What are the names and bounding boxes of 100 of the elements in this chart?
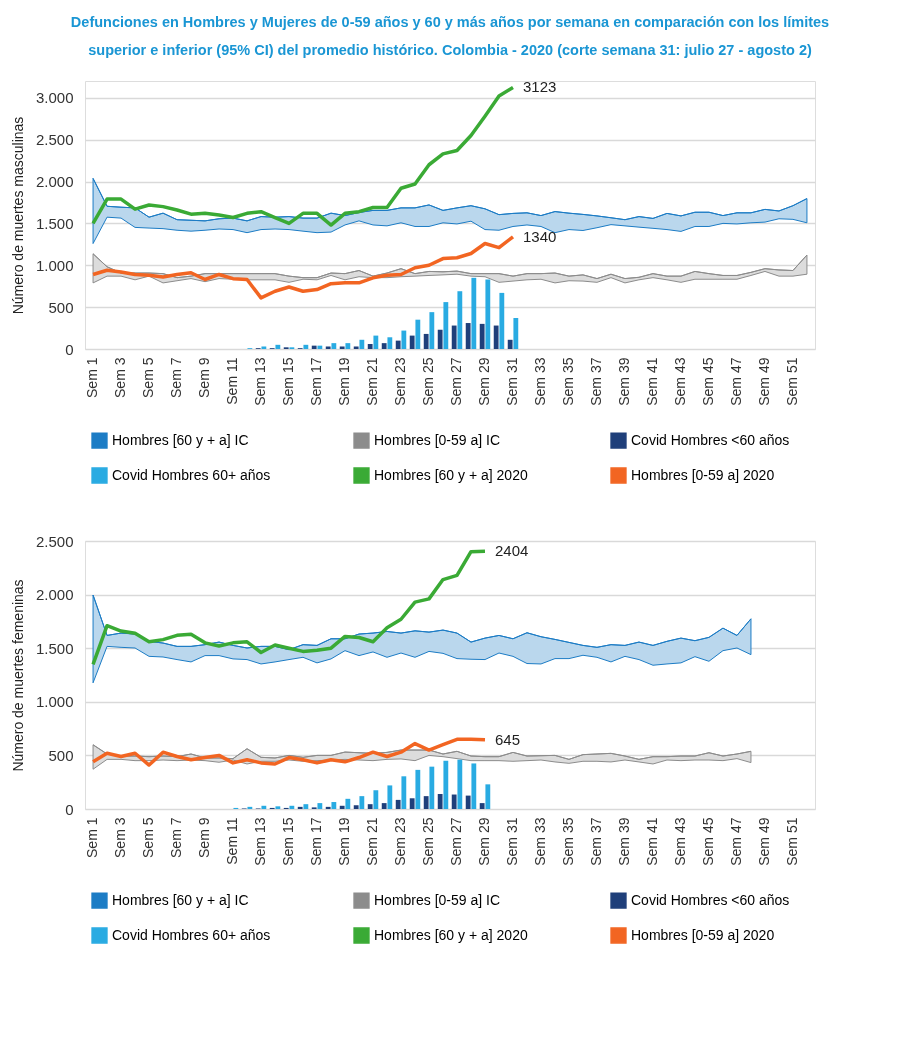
bar xyxy=(499,292,505,349)
x-tick-label: Sem 13 xyxy=(252,817,269,866)
x-tick-label: Sem 35 xyxy=(559,357,576,406)
y-axis-title: Número de muertes femeninas xyxy=(9,579,26,772)
x-tick-label: Sem 11 xyxy=(224,817,241,865)
x-tick-label: Sem 17 xyxy=(308,817,325,866)
bar xyxy=(353,346,359,349)
bar xyxy=(275,344,281,349)
y-tick-label: 3.000 xyxy=(35,89,74,107)
line-series xyxy=(91,235,515,300)
y-tick-label: 500 xyxy=(48,298,74,316)
x-tick-label: Sem 33 xyxy=(531,817,548,866)
x-tick-label: Sem 31 xyxy=(503,357,520,406)
x-tick-label: Sem 39 xyxy=(615,357,632,406)
x-tick-label: Sem 21 xyxy=(364,357,381,406)
bar xyxy=(395,340,401,349)
x-tick-label: Sem 1 xyxy=(84,817,101,858)
x-tick-label: Sem 25 xyxy=(420,357,436,406)
bar xyxy=(507,339,513,349)
bar xyxy=(465,323,471,349)
x-tick-label: Sem 15 xyxy=(280,357,297,406)
x-tick-label: Sem 45 xyxy=(699,817,716,866)
y-tick-label: 2.000 xyxy=(35,586,74,604)
data-label: 645 xyxy=(495,730,521,748)
legend-label: Hombres [0-59 a] IC xyxy=(374,431,501,448)
bar xyxy=(345,343,351,349)
bar xyxy=(443,302,449,349)
legend-label: Covid Hombres <60 años xyxy=(631,431,790,448)
bar xyxy=(261,346,267,349)
line-series xyxy=(91,85,515,227)
bar xyxy=(485,279,491,349)
bar xyxy=(325,806,331,809)
bar xyxy=(359,796,365,809)
bar xyxy=(437,793,443,809)
bar xyxy=(457,291,463,349)
x-tick-label: Sem 29 xyxy=(476,357,492,406)
legend-label: Covid Hombres 60+ años xyxy=(112,926,271,943)
y-tick-label: 0 xyxy=(65,800,74,818)
bar xyxy=(409,335,415,349)
bar xyxy=(479,803,485,809)
legend-label: Hombres [60 y + a] 2020 xyxy=(374,926,528,943)
x-tick-label: Sem 9 xyxy=(196,357,213,398)
y-tick-label: 500 xyxy=(48,746,74,764)
bar xyxy=(451,794,457,809)
bar xyxy=(401,776,407,809)
bar xyxy=(451,325,457,349)
x-tick-label: Sem 43 xyxy=(671,357,688,406)
y-tick-label: 0 xyxy=(65,340,74,358)
bar xyxy=(367,804,373,809)
x-tick-label: Sem 49 xyxy=(755,357,772,406)
bar xyxy=(317,345,323,349)
x-tick-label: Sem 51 xyxy=(783,357,800,406)
legend-label: Hombres [60 y + a] IC xyxy=(112,891,249,908)
bar xyxy=(381,343,387,349)
y-tick-label: 2.500 xyxy=(35,532,74,550)
x-tick-label: Sem 19 xyxy=(336,817,353,866)
bar xyxy=(443,760,449,809)
x-tick-label: Sem 45 xyxy=(699,357,716,406)
x-tick-label: Sem 31 xyxy=(503,817,520,866)
data-label: 3123 xyxy=(522,78,557,96)
bar xyxy=(457,759,463,809)
bar xyxy=(423,333,429,349)
x-tick-label: Sem 37 xyxy=(587,357,604,406)
bar xyxy=(479,323,485,349)
bar xyxy=(437,329,443,349)
bar xyxy=(409,798,415,809)
bar xyxy=(303,804,309,809)
x-tick-label: Sem 29 xyxy=(476,817,492,866)
x-tick-label: Sem 23 xyxy=(392,357,409,406)
bar xyxy=(471,277,477,349)
x-tick-label: Sem 7 xyxy=(168,817,185,858)
legend-label: Covid Hombres 60+ años xyxy=(112,466,271,483)
x-tick-label: Sem 49 xyxy=(755,817,772,866)
bar xyxy=(317,803,323,809)
x-tick-label: Sem 47 xyxy=(727,817,744,866)
x-tick-label: Sem 51 xyxy=(783,817,800,866)
bar xyxy=(359,339,365,349)
bar xyxy=(415,319,421,349)
legend-label: Hombres [60 y + a] 2020 xyxy=(374,466,528,483)
y-tick-label: 2.500 xyxy=(35,131,74,149)
bar xyxy=(339,346,345,349)
bar xyxy=(485,784,491,809)
bar xyxy=(339,805,345,809)
legend-label: Hombres [0-59 a] IC xyxy=(374,891,501,908)
x-tick-label: Sem 1 xyxy=(84,357,101,398)
y-tick-label: 1.500 xyxy=(35,639,74,657)
y-axis-title: Número de muertes masculinas xyxy=(9,116,26,315)
bar xyxy=(415,769,421,809)
x-tick-label: Sem 13 xyxy=(252,357,269,406)
legend-label: Covid Hombres <60 años xyxy=(631,891,790,908)
bar xyxy=(289,805,295,809)
x-tick-label: Sem 3 xyxy=(112,817,129,858)
x-tick-label: Sem 7 xyxy=(168,357,185,398)
x-tick-label: Sem 15 xyxy=(280,817,297,866)
x-tick-label: Sem 5 xyxy=(140,357,157,398)
x-tick-label: Sem 9 xyxy=(196,817,213,858)
x-tick-label: Sem 27 xyxy=(448,357,464,406)
y-tick-label: 1.000 xyxy=(35,256,74,274)
x-tick-label: Sem 37 xyxy=(587,817,604,866)
bar xyxy=(275,806,281,809)
